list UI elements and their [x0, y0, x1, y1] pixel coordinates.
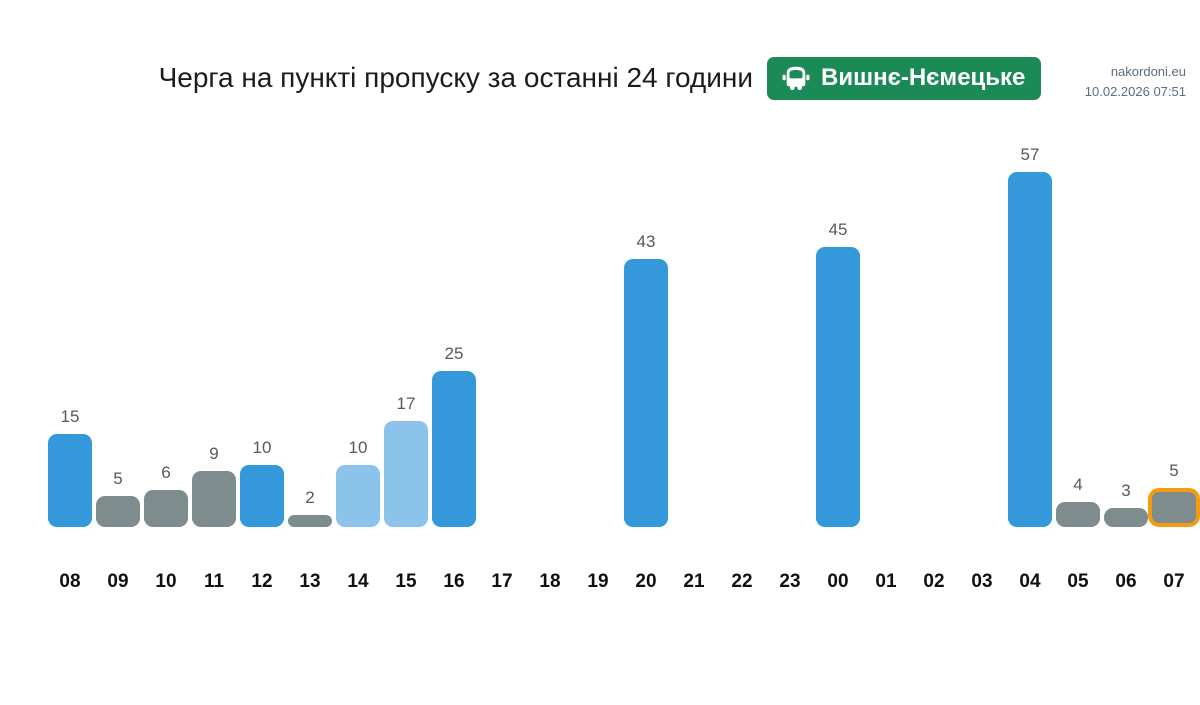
- bar-value-label: 9: [209, 444, 219, 463]
- chart-column: 5 09: [94, 128, 142, 591]
- chart-column: 25 16: [430, 128, 478, 591]
- chart-column: 17: [478, 128, 526, 591]
- x-axis-label: 06: [1115, 571, 1137, 592]
- x-axis-label: 17: [491, 571, 513, 592]
- checkpoint-name: Вишнє-Нємецьке: [821, 63, 1026, 91]
- chart-column: 6 10: [142, 128, 190, 591]
- x-axis-label: 12: [251, 571, 273, 592]
- bar[interactable]: [816, 247, 860, 527]
- chart-column: 4 05: [1054, 128, 1102, 591]
- bar[interactable]: [432, 371, 476, 527]
- bar[interactable]: [336, 465, 380, 527]
- chart-column: 02: [910, 128, 958, 591]
- bar[interactable]: [48, 434, 92, 527]
- x-axis-label: 16: [443, 571, 465, 592]
- chart-column: 10 12: [238, 128, 286, 591]
- bar-value-label: 15: [60, 407, 80, 426]
- bar[interactable]: [144, 490, 188, 527]
- bar-value-label: 5: [113, 469, 123, 488]
- x-axis-label: 02: [923, 571, 945, 592]
- chart-column: 57 04: [1006, 128, 1054, 591]
- x-axis-label: 05: [1067, 571, 1089, 592]
- bar-value-label: 57: [1020, 145, 1040, 164]
- bar-value-label: 10: [252, 438, 272, 457]
- x-axis-label: 11: [203, 571, 225, 592]
- bar[interactable]: [192, 471, 236, 527]
- bar-value-label: 2: [305, 488, 315, 507]
- x-axis-label: 19: [587, 571, 609, 592]
- x-axis-label: 22: [731, 571, 753, 592]
- x-axis-label: 18: [539, 571, 561, 592]
- car-icon: [781, 64, 811, 91]
- x-axis-label: 15: [395, 571, 417, 592]
- x-axis-label: 07: [1163, 571, 1185, 592]
- x-axis-label: 08: [59, 571, 81, 592]
- bar[interactable]: [1056, 502, 1100, 527]
- x-axis-label: 13: [299, 571, 321, 592]
- chart-column: 9 11: [190, 128, 238, 591]
- chart-column: 21: [670, 128, 718, 591]
- bar-value-label: 25: [444, 344, 464, 363]
- chart-column: 45 00: [814, 128, 862, 591]
- chart-column: 18: [526, 128, 574, 591]
- bar-value-label: 45: [828, 220, 848, 239]
- bar[interactable]: [1008, 172, 1052, 527]
- site-info: nakordoni.eu 10.02.2026 07:51: [1085, 62, 1186, 101]
- chart-column: 17 15: [382, 128, 430, 591]
- chart-column: 5 07: [1148, 128, 1200, 592]
- chart-column: 43 20: [622, 128, 670, 591]
- x-axis-label: 09: [107, 571, 129, 592]
- bar-value-label: 10: [348, 438, 368, 457]
- bar-value-label: 4: [1073, 475, 1083, 494]
- chart-column: 22: [718, 128, 766, 591]
- bar[interactable]: [96, 496, 140, 527]
- x-axis-label: 10: [155, 571, 177, 592]
- chart-column: 03: [958, 128, 1006, 591]
- chart-column: 2 13: [286, 128, 334, 591]
- bar[interactable]: [288, 515, 332, 527]
- chart-column: 15 08: [46, 128, 94, 591]
- chart-column: 01: [862, 128, 910, 591]
- bar-value-label: 43: [636, 232, 656, 251]
- bar[interactable]: [240, 465, 284, 527]
- x-axis-label: 00: [827, 571, 849, 592]
- site-name-link[interactable]: nakordoni.eu: [1110, 64, 1186, 79]
- page-title: Черга на пункті пропуску за останні 24 г…: [158, 62, 754, 93]
- checkpoint-badge[interactable]: Вишнє-Нємецьке: [767, 56, 1042, 100]
- x-axis-label: 03: [971, 571, 993, 592]
- bar[interactable]: [1104, 508, 1148, 527]
- bar-value-label: 5: [1169, 461, 1179, 480]
- bar[interactable]: [384, 421, 428, 527]
- x-axis-label: 01: [875, 571, 897, 592]
- bar-value-label: 3: [1121, 481, 1131, 500]
- bar[interactable]: [624, 259, 668, 527]
- chart-column: 19: [574, 128, 622, 591]
- bar-value-label: 6: [161, 463, 171, 482]
- x-axis-label: 23: [779, 571, 801, 592]
- bar-value-label: 17: [396, 394, 416, 413]
- bar-current-hour[interactable]: [1148, 488, 1200, 527]
- x-axis-label: 20: [635, 571, 657, 592]
- x-axis-label: 04: [1019, 571, 1041, 592]
- x-axis-label: 14: [347, 571, 369, 592]
- timestamp: 10.02.2026 07:51: [1084, 83, 1186, 99]
- title-row: Черга на пункті пропуску за останні 24 г…: [0, 54, 1200, 102]
- bar-chart: 15 08 5 09 6 10 9 11 10 12 2 13 10 14 17 15 25 16 17 18 19 43…: [0, 128, 1200, 591]
- chart-column: 3 06: [1102, 128, 1150, 591]
- x-axis-label: 21: [683, 571, 705, 592]
- chart-column: 23: [766, 128, 814, 591]
- chart-column: 10 14: [334, 128, 382, 591]
